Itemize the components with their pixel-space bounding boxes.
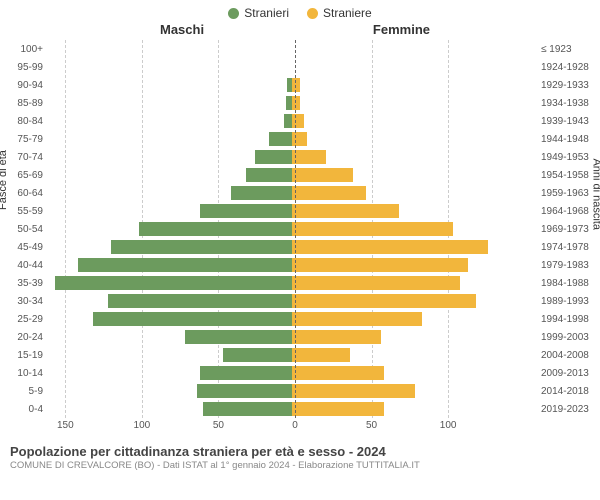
header-female: Femmine [373, 22, 430, 37]
bar-male [93, 312, 292, 326]
bar-male [223, 348, 292, 362]
birth-label: 1984-1988 [537, 278, 595, 289]
center-line [295, 40, 296, 418]
chart-title: Popolazione per cittadinanza straniera p… [10, 444, 590, 459]
legend-item-male: Stranieri [228, 6, 289, 20]
bar-female [292, 258, 468, 272]
bar-male [185, 330, 292, 344]
age-label: 100+ [2, 44, 47, 55]
age-label: 95-99 [2, 62, 47, 73]
x-axis: 150 100 50 0 50 100 [50, 420, 540, 440]
age-label: 75-79 [2, 134, 47, 145]
age-label: 30-34 [2, 296, 47, 307]
age-label: 80-84 [2, 116, 47, 127]
age-label: 15-19 [2, 350, 47, 361]
birth-label: ≤ 1923 [537, 44, 595, 55]
bar-male [231, 186, 292, 200]
birth-label: 1954-1958 [537, 170, 595, 181]
birth-label: 1929-1933 [537, 80, 595, 91]
legend-marker-female [307, 8, 318, 19]
birth-label: 1969-1973 [537, 224, 595, 235]
bar-female [292, 168, 353, 182]
bar-female [292, 312, 422, 326]
age-label: 25-29 [2, 314, 47, 325]
age-label: 40-44 [2, 260, 47, 271]
bar-female [292, 240, 488, 254]
birth-label: 1944-1948 [537, 134, 595, 145]
age-label: 60-64 [2, 188, 47, 199]
header-male: Maschi [160, 22, 204, 37]
birth-label: 1999-2003 [537, 332, 595, 343]
birth-label: 2014-2018 [537, 386, 595, 397]
bar-male [200, 204, 292, 218]
bar-male [203, 402, 292, 416]
column-headers: Maschi Femmine [0, 20, 600, 40]
bar-male [246, 168, 292, 182]
x-tick: 100 [134, 420, 151, 431]
bar-male [78, 258, 292, 272]
age-label: 20-24 [2, 332, 47, 343]
bar-male [139, 222, 292, 236]
bar-male [197, 384, 292, 398]
legend: Stranieri Straniere [0, 0, 600, 20]
birth-label: 2004-2008 [537, 350, 595, 361]
bar-male [55, 276, 292, 290]
bar-female [292, 186, 366, 200]
bar-female [292, 330, 381, 344]
birth-label: 1974-1978 [537, 242, 595, 253]
age-label: 85-89 [2, 98, 47, 109]
bar-female [292, 204, 399, 218]
bar-male [255, 150, 292, 164]
age-label: 45-49 [2, 242, 47, 253]
legend-label-male: Stranieri [244, 6, 289, 20]
birth-label: 1949-1953 [537, 152, 595, 163]
age-label: 35-39 [2, 278, 47, 289]
bar-female [292, 114, 304, 128]
x-tick: 150 [57, 420, 74, 431]
bar-female [292, 402, 384, 416]
bar-female [292, 150, 326, 164]
age-label: 5-9 [2, 386, 47, 397]
chart-subtitle: COMUNE DI CREVALCORE (BO) - Dati ISTAT a… [10, 460, 590, 471]
age-label: 10-14 [2, 368, 47, 379]
age-label: 70-74 [2, 152, 47, 163]
age-label: 90-94 [2, 80, 47, 91]
birth-label: 1959-1963 [537, 188, 595, 199]
plot-area: 100+≤ 192395-991924-192890-941929-193385… [50, 40, 540, 418]
bar-male [269, 132, 292, 146]
birth-label: 1924-1928 [537, 62, 595, 73]
bar-female [292, 294, 476, 308]
birth-label: 1994-1998 [537, 314, 595, 325]
bar-male [108, 294, 292, 308]
age-label: 55-59 [2, 206, 47, 217]
legend-marker-male [228, 8, 239, 19]
birth-label: 1964-1968 [537, 206, 595, 217]
x-tick: 100 [440, 420, 457, 431]
age-label: 0-4 [2, 404, 47, 415]
bar-female [292, 384, 415, 398]
legend-item-female: Straniere [307, 6, 372, 20]
x-tick: 0 [292, 420, 298, 431]
age-label: 65-69 [2, 170, 47, 181]
x-tick: 50 [366, 420, 377, 431]
birth-label: 1989-1993 [537, 296, 595, 307]
population-pyramid-chart: Stranieri Straniere Maschi Femmine Fasce… [0, 0, 600, 500]
bar-female [292, 366, 384, 380]
bar-male [284, 114, 292, 128]
birth-label: 1979-1983 [537, 260, 595, 271]
chart-footer: Popolazione per cittadinanza straniera p… [0, 440, 600, 471]
bar-male [111, 240, 292, 254]
birth-label: 1939-1943 [537, 116, 595, 127]
bar-female [292, 348, 350, 362]
birth-label: 2019-2023 [537, 404, 595, 415]
bar-female [292, 276, 460, 290]
bar-female [292, 222, 453, 236]
legend-label-female: Straniere [323, 6, 372, 20]
bar-male [200, 366, 292, 380]
x-tick: 50 [213, 420, 224, 431]
birth-label: 2009-2013 [537, 368, 595, 379]
grid-line [65, 40, 66, 418]
birth-label: 1934-1938 [537, 98, 595, 109]
age-label: 50-54 [2, 224, 47, 235]
